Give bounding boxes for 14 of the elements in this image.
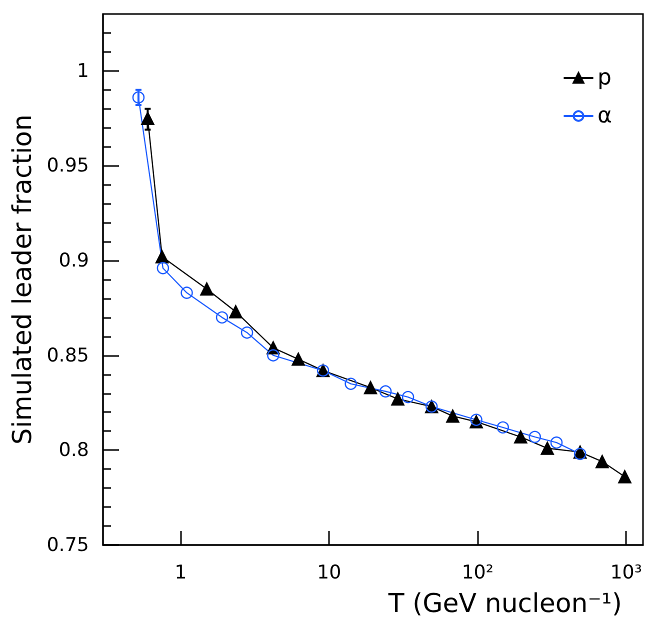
y-tick-label: 1 xyxy=(76,60,89,82)
x-tick-label: 10² xyxy=(462,562,494,584)
x-tick-label: 1 xyxy=(174,562,187,584)
y-axis-title: Simulated leader fraction xyxy=(8,114,38,445)
y-tick-label: 0.85 xyxy=(46,344,89,366)
x-tick-label: 10 xyxy=(317,562,342,584)
x-axis-title: T (GeV nucleon⁻¹) xyxy=(387,589,622,619)
y-tick-label: 0.75 xyxy=(46,534,89,556)
y-tick-label: 0.8 xyxy=(58,439,89,462)
legend-label: p xyxy=(598,66,612,90)
y-tick-label: 0.9 xyxy=(58,250,89,272)
x-tick-label: 10³ xyxy=(610,562,642,584)
y-tick-label: 0.95 xyxy=(46,154,89,177)
legend-label: α xyxy=(598,104,612,128)
